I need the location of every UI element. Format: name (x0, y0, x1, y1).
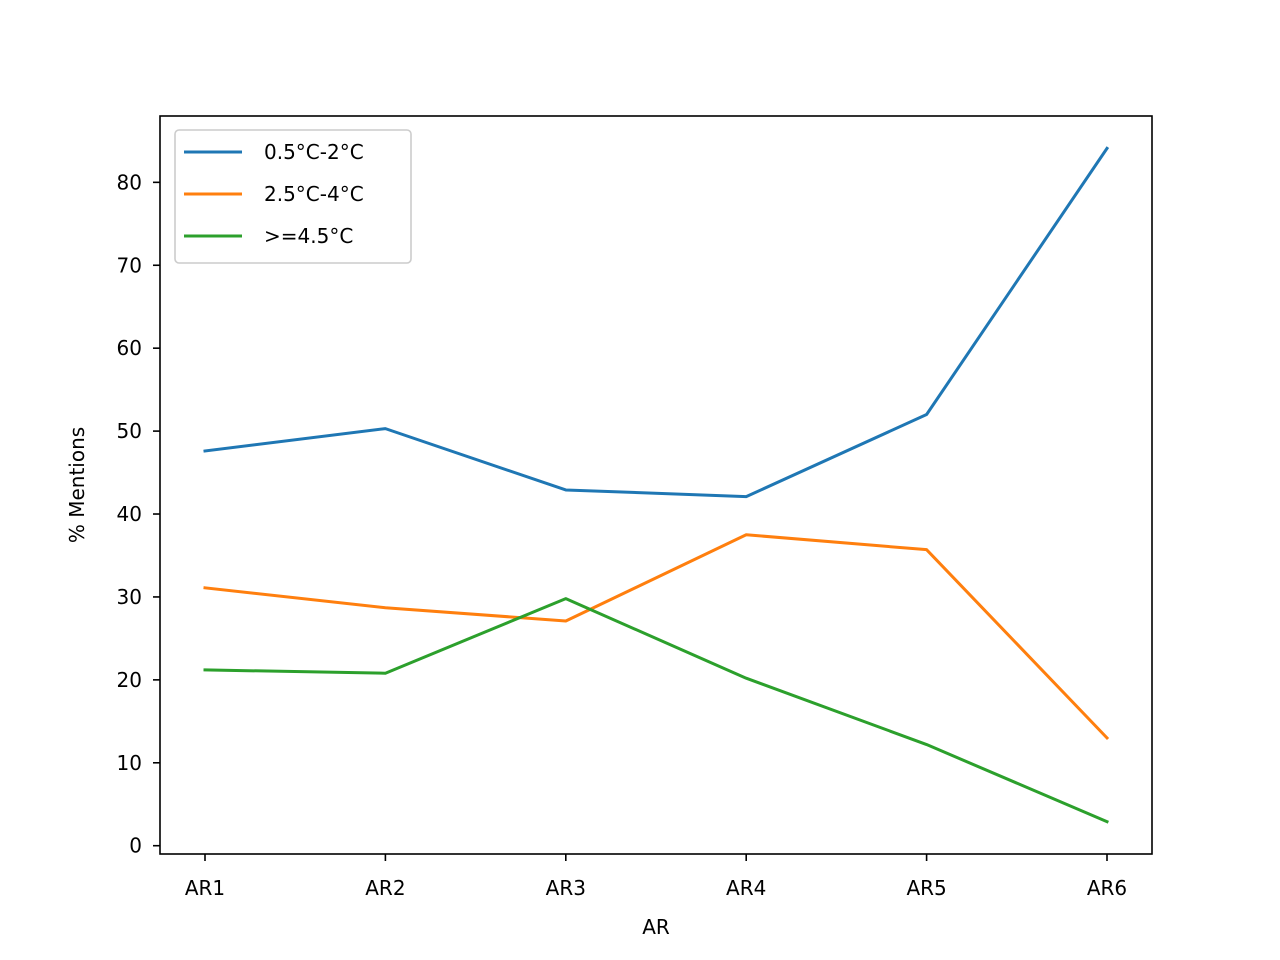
x-tick-label: AR2 (365, 876, 405, 900)
x-tick-label: AR5 (906, 876, 946, 900)
x-axis: AR1 AR2 AR3 AR4 AR5 AR6 (185, 854, 1127, 900)
y-axis-title: % Mentions (65, 427, 89, 543)
x-tick-label: AR3 (546, 876, 586, 900)
y-tick-label: 60 (117, 336, 142, 360)
series-layer (203, 146, 1110, 824)
legend-label-1: 0.5°C-2°C (264, 140, 364, 164)
x-axis-title: AR (642, 915, 670, 939)
y-tick-label: 20 (117, 668, 142, 692)
series-line-3 (203, 597, 1109, 824)
y-tick-label: 70 (117, 253, 142, 277)
x-tick-label: AR6 (1087, 876, 1127, 900)
y-axis: 0 10 20 30 40 50 60 70 80 (117, 170, 160, 858)
y-tick-label: 0 (129, 834, 142, 858)
legend-label-3: >=4.5°C (264, 224, 353, 248)
plot-frame (159, 115, 1153, 855)
legend: 0.5°C-2°C 2.5°C-4°C >=4.5°C (174, 129, 412, 264)
series-line-1 (203, 146, 1110, 499)
y-tick-label: 50 (117, 419, 142, 443)
legend-label-2: 2.5°C-4°C (264, 182, 364, 206)
legend-box (174, 129, 412, 264)
x-tick-label: AR1 (185, 876, 225, 900)
series-line-2 (203, 533, 1110, 741)
y-tick-label: 40 (117, 502, 142, 526)
y-tick-label: 30 (117, 585, 142, 609)
y-tick-label: 80 (117, 170, 142, 194)
y-tick-label: 10 (117, 751, 142, 775)
x-tick-label: AR4 (726, 876, 766, 900)
